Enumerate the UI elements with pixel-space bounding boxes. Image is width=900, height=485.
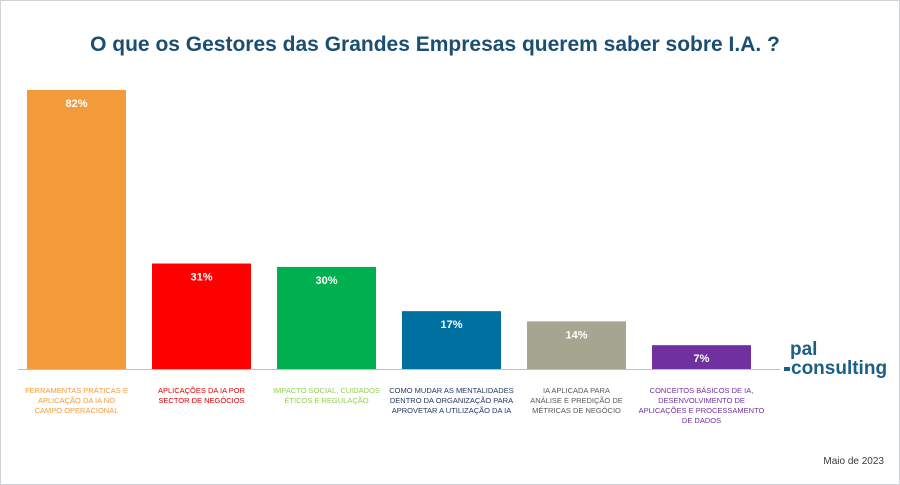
bar-2 (152, 263, 251, 369)
bar-4 (402, 311, 501, 369)
data-label-2: 31% (190, 272, 212, 284)
logo-dot-icon (784, 366, 790, 371)
bar-1 (27, 90, 126, 369)
category-label-6: CONCEITOS BÁSICOS DE IA, DESENVOLVIMENTO … (639, 386, 765, 425)
data-label-6: 7% (694, 353, 710, 365)
chart-title: O que os Gestores das Grandes Empresas q… (90, 33, 780, 56)
category-label-5: IA APLICADA PARA ANÁLISE E PREDIÇÃO DE MÉT… (530, 386, 623, 415)
bar-5 (527, 321, 626, 369)
logo-line2: consulting (791, 358, 888, 379)
category-label-3: IMPACTO SOCIAL, CUIDADOS ÉTICOS E REGULAÇ… (273, 386, 380, 405)
data-label-1: 82% (65, 98, 87, 110)
date-note: Maio de 2023 (823, 456, 884, 467)
bar-6 (652, 345, 751, 369)
pal-consulting-logo: pal consulting (784, 340, 887, 378)
category-label-1: FERRAMENTAS PRÁTICAS E APLICAÇÃO DA IA NO… (25, 386, 128, 415)
data-label-4: 17% (440, 319, 462, 331)
data-label-3: 30% (315, 275, 337, 287)
category-label-2: APLICAÇÕES DA IA POR SECTOR DE NEGÓCIOS (158, 386, 246, 405)
logo-line1: pal (790, 339, 818, 360)
data-label-5: 14% (565, 329, 587, 341)
bar-3 (277, 266, 376, 369)
category-label-4: COMO MUDAR AS MENTALIDADES DENTRO DA ORGA… (389, 386, 513, 415)
